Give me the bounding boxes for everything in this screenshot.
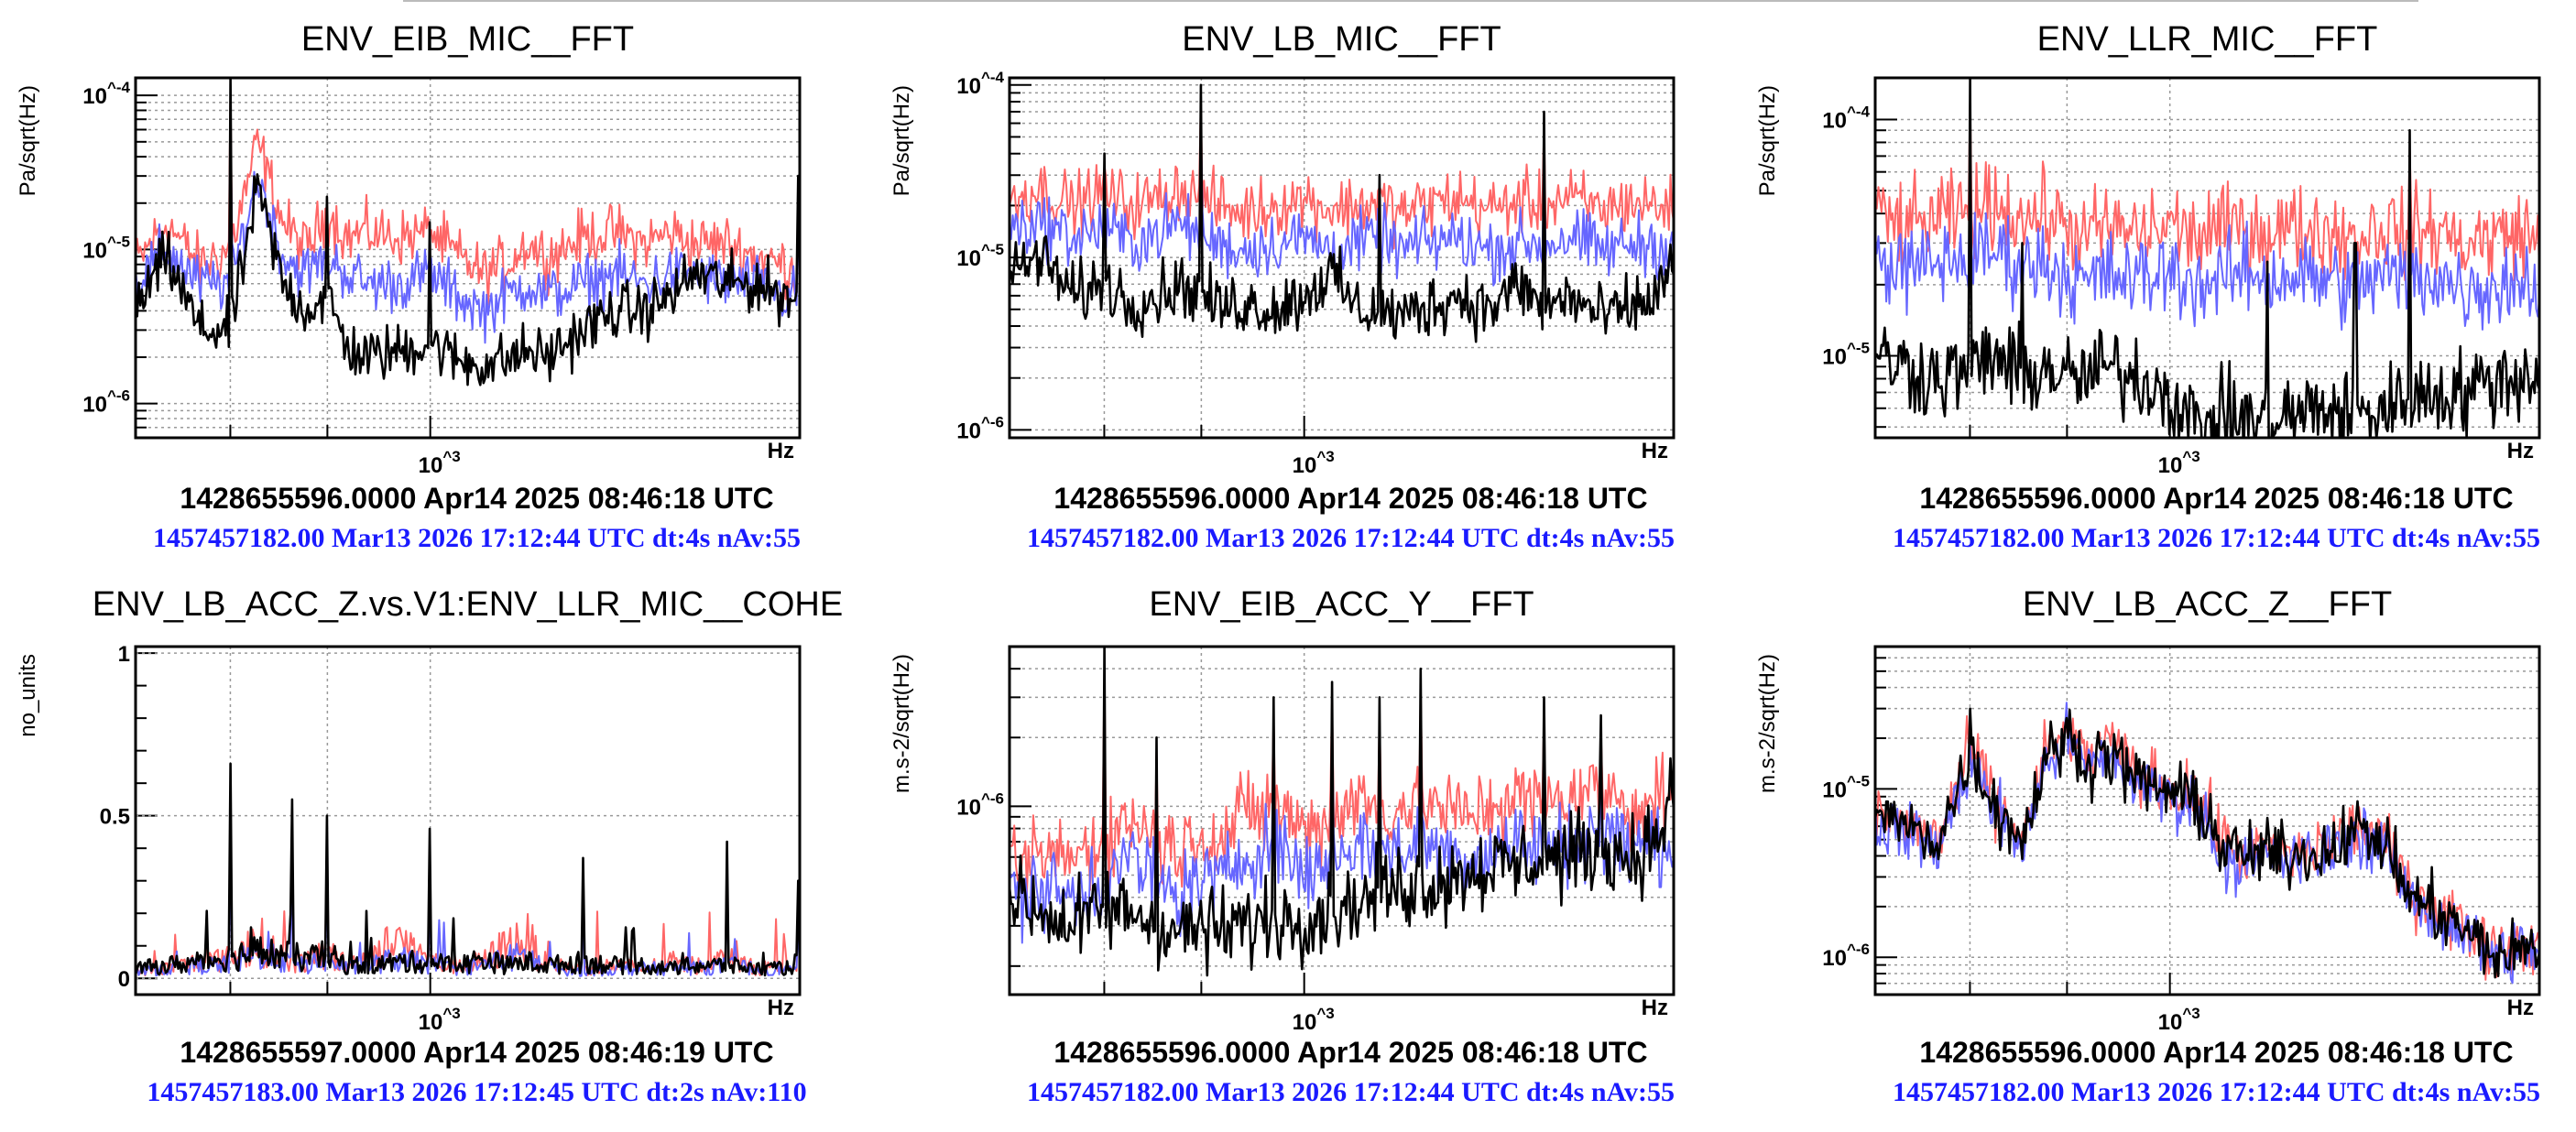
y-tick-label: 0.5 [100,805,130,830]
plot-area [1010,647,1674,977]
plot-area [1875,702,2539,985]
x-axis-unit: Hz [1642,996,1668,1020]
series-line-current-black [136,762,800,977]
plot-frame [1873,76,2541,440]
series-line-reference-blue [136,111,800,344]
panel-env-lb-acc-z-vs-v1-env-llr-mic-cohe: ENV_LB_ACC_Z.vs.V1:ENV_LLR_MIC__COHE no_u… [16,585,843,1107]
series-line-reference-red [1010,96,1674,250]
series-line-reference-blue [1010,122,1674,287]
y-axis-label: no_units [16,654,40,737]
y-tick-label: 10^-5 [1822,340,1870,370]
y-tick-label: 10^-6 [82,387,130,418]
plot-area [136,762,800,977]
chart-title: ENV_LB_ACC_Z__FFT [2023,585,2392,624]
x-axis-unit: Hz [2507,996,2534,1020]
series-line-current-black [1875,78,2539,438]
plot-area [136,78,800,386]
x-axis-unit: Hz [768,439,794,463]
timestamp-label: 1428655596.0000 Apr14 2025 08:46:18 UTC [1919,482,2513,515]
info-label: 1457457182.00 Mar13 2026 17:12:44 UTC dt… [153,523,801,553]
y-tick-label: 10^-4 [82,79,130,109]
timestamp-label: 1428655597.0000 Apr14 2025 08:46:19 UTC [180,1036,773,1069]
x-axis-unit: Hz [1642,439,1668,463]
plot-frame [1008,645,1675,996]
y-axis-label: Pa/sqrt(Hz) [890,85,914,196]
chart-title: ENV_EIB_ACC_Y__FFT [1149,585,1534,624]
series-line-current-black [1010,647,1674,977]
series-line-current-black [1010,83,1674,343]
panel-env-lb-mic-fft: ENV_LB_MIC__FFT Pa/sqrt(Hz) 10^-4 10^-5 10^-… [890,20,1675,553]
y-tick-label: 10^-5 [956,241,1004,271]
timestamp-label: 1428655596.0000 Apr14 2025 08:46:18 UTC [1919,1036,2513,1069]
x-tick-label: 10^3 [1293,448,1335,478]
plot-frame [1873,645,2541,996]
series-line-current-black [136,78,800,386]
y-axis-label: Pa/sqrt(Hz) [1755,85,1780,196]
panel-env-eib-acc-y-fft: ENV_EIB_ACC_Y__FFT m.s-2/sqrt(Hz) 10^-6 10^… [890,585,1675,1107]
series-line-current-black [1875,707,2539,979]
timestamp-label: 1428655596.0000 Apr14 2025 08:46:18 UTC [1053,1036,1647,1069]
panel-env-lb-acc-z-fft: ENV_LB_ACC_Z__FFT m.s-2/sqrt(Hz) 10^-5 10^-… [1755,585,2541,1107]
info-label: 1457457182.00 Mar13 2026 17:12:44 UTC dt… [1893,1077,2540,1107]
timestamp-label: 1428655596.0000 Apr14 2025 08:46:18 UTC [1053,482,1647,515]
series-line-reference-blue [1875,702,2539,985]
plot-frame [1008,76,1675,440]
x-tick-label: 10^3 [419,1005,461,1035]
y-tick-label: 10^-4 [956,69,1004,99]
info-label: 1457457182.00 Mar13 2026 17:12:44 UTC dt… [1027,523,1675,553]
series-line-reference-red [136,87,800,306]
y-tick-label: 10^-4 [1822,103,1870,133]
y-tick-label: 0 [118,967,130,992]
y-tick-label: 10^-5 [1822,772,1870,802]
series-line-reference-blue [1875,129,2539,332]
plot-area [1010,83,1674,343]
x-tick-label: 10^3 [2158,448,2200,478]
y-tick-label: 10^-5 [82,233,130,263]
chart-title: ENV_LLR_MIC__FFT [2037,20,2378,59]
plot-frame [134,76,802,440]
plot-frame [134,645,802,996]
panel-env-eib-mic-fft: ENV_EIB_MIC__FFT Pa/sqrt(Hz) 10^-4 10^-5 10^… [16,20,802,553]
y-axis-label: m.s-2/sqrt(Hz) [890,654,914,793]
y-tick-label: 10^-6 [956,413,1004,443]
y-tick-label: 1 [118,642,130,667]
chart-title: ENV_EIB_MIC__FFT [301,20,634,59]
series-line-reference-red [1010,661,1674,894]
x-axis-unit: Hz [768,996,794,1020]
y-tick-label: 10^-6 [956,789,1004,820]
chart-title: ENV_LB_MIC__FFT [1182,20,1501,59]
panel-env-llr-mic-fft: ENV_LLR_MIC__FFT Pa/sqrt(Hz) 10^-4 10^-5 10^… [1755,20,2541,553]
timestamp-label: 1428655596.0000 Apr14 2025 08:46:18 UTC [180,482,773,515]
series-line-reference-red [136,795,800,977]
y-tick-label: 10^-6 [1822,941,1870,971]
info-label: 1457457183.00 Mar13 2026 17:12:45 UTC dt… [147,1077,806,1107]
x-tick-label: 10^3 [1293,1005,1335,1035]
x-tick-label: 10^3 [2158,1005,2200,1035]
x-tick-label: 10^3 [419,448,461,478]
y-axis-label: m.s-2/sqrt(Hz) [1755,654,1780,793]
info-label: 1457457182.00 Mar13 2026 17:12:44 UTC dt… [1027,1077,1675,1107]
plot-area [1875,78,2539,438]
chart-title: ENV_LB_ACC_Z.vs.V1:ENV_LLR_MIC__COHE [93,585,843,624]
y-axis-label: Pa/sqrt(Hz) [16,85,40,196]
x-axis-unit: Hz [2507,439,2534,463]
info-label: 1457457182.00 Mar13 2026 17:12:44 UTC dt… [1893,523,2540,553]
series-line-reference-red [1875,93,2539,281]
